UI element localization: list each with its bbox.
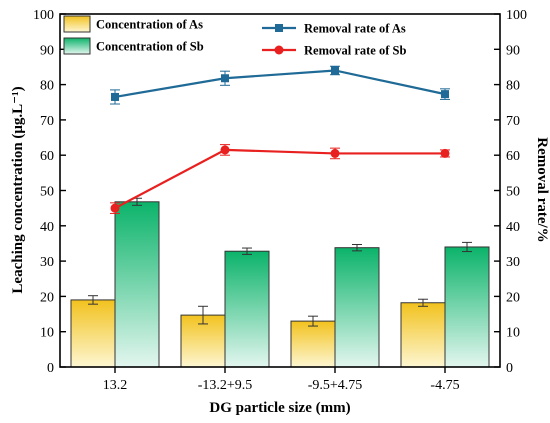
- y-tick-label-left-70: 70: [40, 114, 54, 129]
- point-removal-as-2: [331, 66, 339, 75]
- y-tick-label-left-80: 80: [40, 79, 54, 94]
- y-tick-label-right-70: 70: [506, 114, 520, 129]
- x-tick-label-0: 13.2: [103, 378, 128, 393]
- bar-sb-2: [334, 247, 380, 368]
- bar-error-sb-2: [352, 244, 362, 252]
- y-tick-label-right-30: 30: [506, 255, 520, 270]
- point-removal-sb-3: [440, 148, 450, 158]
- legend-marker-sb-removal: [274, 45, 284, 55]
- legend-item-as-removal: Removal rate of As: [262, 22, 406, 36]
- y-tick-label-right-80: 80: [506, 79, 520, 94]
- y-tick-label-right-100: 100: [506, 8, 527, 23]
- x-tick-label-2: -9.5+4.75: [308, 378, 363, 393]
- point-removal-as-3: [441, 90, 449, 99]
- y-tick-label-right-90: 90: [506, 43, 520, 58]
- x-axis-title: DG particle size (mm): [209, 400, 350, 416]
- y-tick-label-right-60: 60: [506, 149, 520, 164]
- legend-label-sb-removal: Removal rate of Sb: [304, 44, 406, 58]
- bar-as-2: [290, 320, 336, 368]
- bar-as-3: [400, 302, 446, 368]
- line-removal-sb: [114, 148, 445, 210]
- point-removal-as-1: [221, 74, 229, 83]
- point-removal-sb-1: [220, 145, 230, 155]
- y-tick-label-left-60: 60: [40, 149, 54, 164]
- bar-error-sb-3: [462, 241, 472, 253]
- legend: Concentration of As Concentration of Sb Re…: [63, 15, 406, 58]
- point-removal-sb-0: [110, 203, 120, 213]
- y-axis-title-left: Leaching concentration (μg.L⁻¹): [10, 86, 26, 293]
- y-tick-label-left-50: 50: [40, 185, 54, 200]
- y-tick-label-right-40: 40: [506, 220, 520, 235]
- y-tick-label-right-50: 50: [506, 185, 520, 200]
- bar-sb-1: [224, 250, 270, 368]
- line-removal-as: [114, 69, 446, 99]
- y-tick-label-left-100: 100: [33, 8, 54, 23]
- bar-error-as-2: [308, 315, 318, 327]
- bar-error-as-1: [198, 305, 208, 325]
- legend-item-sb-concentration: Concentration of Sb: [63, 37, 204, 55]
- bar-sb-0: [114, 201, 160, 368]
- x-tick-label-1: -13.2+9.5: [198, 378, 253, 393]
- legend-label-as-concentration: Concentration of As: [96, 18, 203, 32]
- legend-swatch-sb-concentration: [63, 37, 91, 55]
- y-tick-label-left-30: 30: [40, 255, 54, 270]
- bar-error-sb-1: [242, 247, 252, 255]
- point-removal-as-0: [111, 92, 119, 101]
- bar-as-0: [70, 299, 116, 368]
- legend-item-as-concentration: Concentration of As: [63, 15, 203, 33]
- legend-swatch-as-concentration: [63, 15, 91, 33]
- y-tick-label-right-20: 20: [506, 290, 520, 305]
- legend-label-as-removal: Removal rate of As: [304, 22, 406, 36]
- y-tick-label-left-0: 0: [47, 361, 54, 376]
- bar-error-as-0: [88, 295, 98, 305]
- point-removal-sb-2: [330, 148, 340, 158]
- y-tick-label-left-10: 10: [40, 326, 54, 341]
- y-tick-label-left-40: 40: [40, 220, 54, 235]
- y-tick-label-right-0: 0: [506, 361, 513, 376]
- bar-sb-3: [444, 246, 490, 368]
- bar-error-as-3: [418, 298, 428, 307]
- legend-label-sb-concentration: Concentration of Sb: [96, 40, 204, 54]
- y-tick-label-left-20: 20: [40, 290, 54, 305]
- y-tick-label-left-90: 90: [40, 43, 54, 58]
- y-tick-label-right-10: 10: [506, 326, 520, 341]
- y-axis-title-right: Removal rate/%: [534, 137, 550, 242]
- legend-marker-as-removal: [275, 24, 283, 32]
- x-tick-label-3: -4.75: [430, 378, 459, 393]
- legend-item-sb-removal: Removal rate of Sb: [262, 44, 406, 58]
